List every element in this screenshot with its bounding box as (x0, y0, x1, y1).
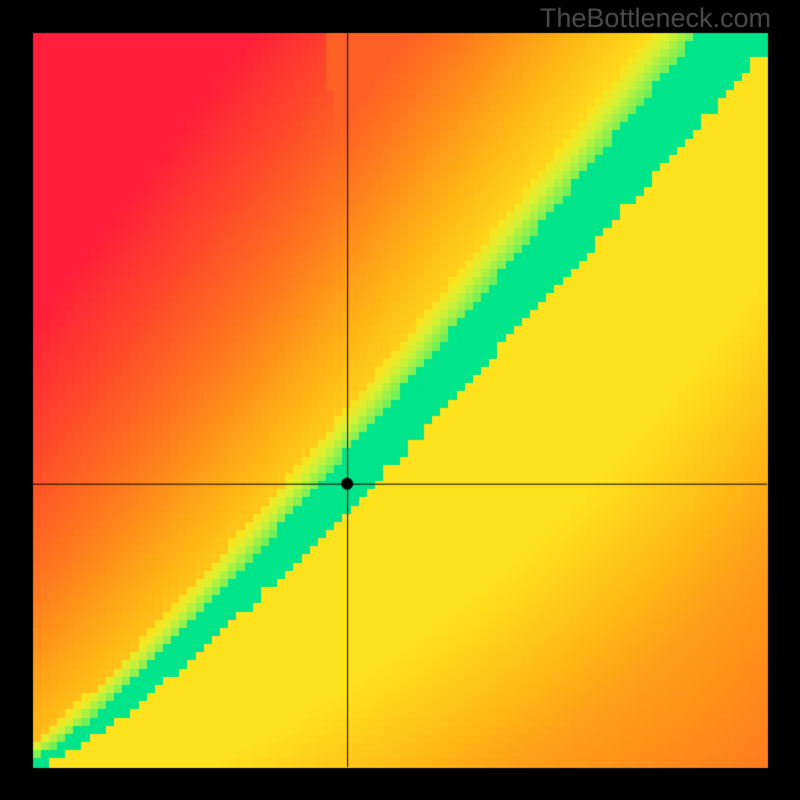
chart-frame: { "watermark": { "text": "TheBottleneck.… (0, 0, 800, 800)
bottleneck-heatmap (0, 0, 800, 800)
